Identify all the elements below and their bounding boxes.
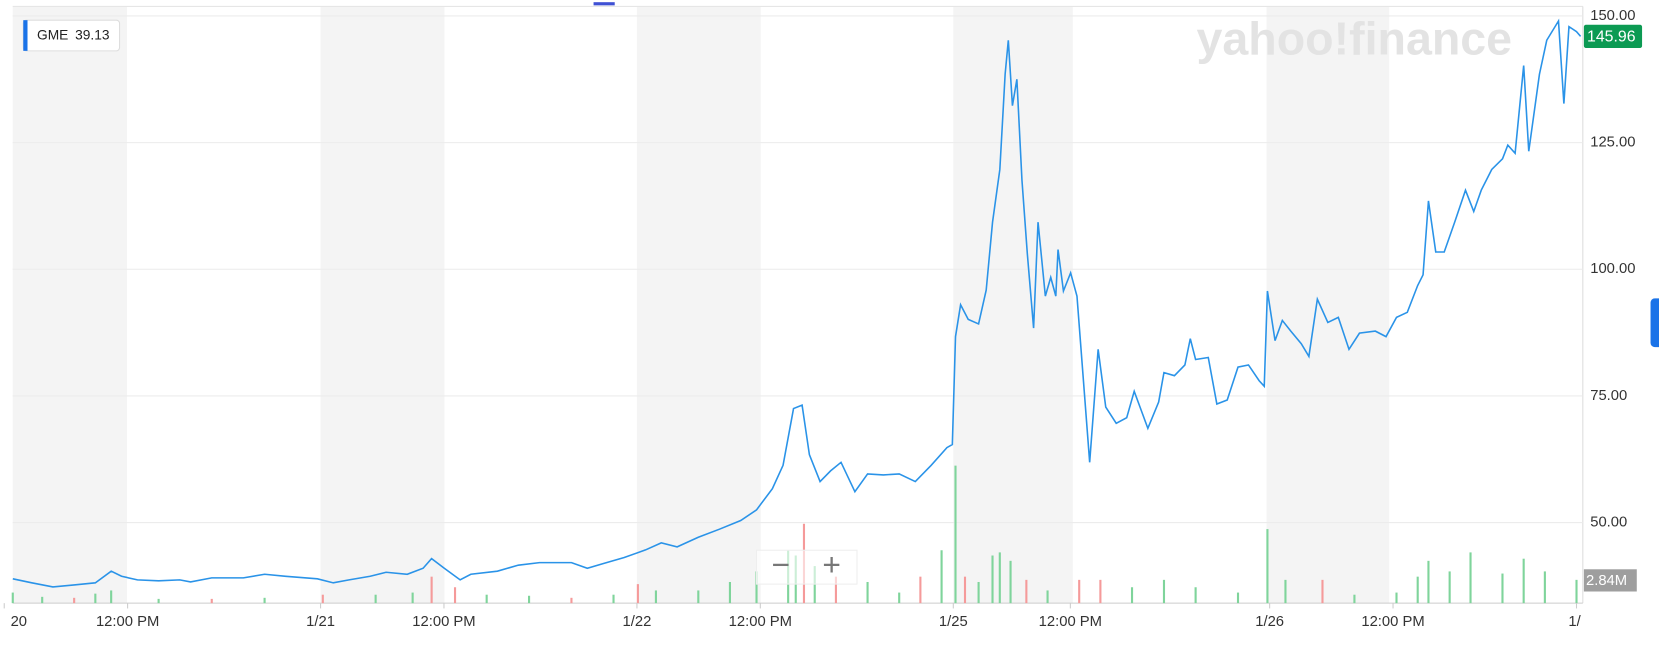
volume-bar — [991, 555, 994, 604]
volume-bar — [1162, 579, 1166, 604]
volume-bar — [485, 594, 488, 604]
volume-bar — [1427, 560, 1430, 604]
y-tick-label: 125.00 — [1590, 135, 1635, 151]
legend-swatch — [23, 20, 28, 51]
volume-bar — [1395, 592, 1398, 604]
watermark: yahoo!finance — [1197, 13, 1513, 65]
volume-bar — [430, 576, 433, 604]
volume-bar — [1009, 560, 1012, 604]
x-tick-label: 12:00 PM — [1039, 614, 1102, 630]
volume-bar — [1543, 571, 1546, 604]
x-tick-label: 20 — [11, 614, 27, 630]
volume-bar — [1236, 592, 1240, 604]
volume-bar — [321, 594, 324, 604]
volume-bar — [11, 592, 14, 604]
volume-bar — [636, 584, 639, 604]
volume-bar — [210, 598, 213, 604]
volume-bar — [41, 596, 44, 604]
volume-bar — [1501, 573, 1504, 604]
x-tick-label: 12:00 PM — [1361, 614, 1424, 630]
y-tick-label: 50.00 — [1590, 514, 1627, 530]
y-tick-label: 100.00 — [1590, 261, 1635, 277]
volume-bar — [1353, 594, 1356, 604]
volume-bar — [1469, 552, 1472, 604]
volume-bar — [73, 597, 76, 604]
volume-bar — [1078, 579, 1081, 604]
price-tag: 145.96 — [1587, 29, 1636, 46]
legend-symbol: GME — [37, 28, 68, 43]
zoom-controls: − + — [755, 547, 858, 585]
x-tick-label: 12:00 PM — [96, 614, 159, 630]
zoom-in[interactable]: + — [822, 547, 841, 583]
volume-tag: 2.84M — [1586, 573, 1627, 589]
volume-bar — [263, 597, 266, 604]
session-band — [1266, 6, 1390, 604]
volume-bar — [411, 592, 414, 604]
session-band — [12, 6, 127, 604]
volume-tag-box — [1583, 569, 1637, 592]
x-tick-label: 1/26 — [1255, 614, 1284, 630]
y-tick-label: 75.00 — [1590, 388, 1627, 404]
volume-bar — [697, 590, 700, 604]
volume-bar — [1522, 558, 1525, 604]
session-band — [320, 6, 445, 604]
legend-value: 39.13 — [75, 28, 110, 43]
zoom-bar — [755, 549, 858, 585]
volume-bar — [1448, 571, 1451, 604]
volume-bar — [1321, 579, 1324, 604]
volume-bar — [728, 581, 732, 604]
session-band — [636, 6, 761, 604]
zoom-out[interactable]: − — [772, 547, 791, 583]
volume-bar — [898, 592, 901, 604]
top-indicator — [593, 2, 615, 6]
price-line — [12, 18, 1582, 588]
volume-bar — [755, 571, 758, 604]
price-tag-box — [1583, 24, 1643, 49]
volume-bar — [866, 581, 869, 604]
volume-bar — [919, 576, 922, 604]
x-tick-label: 1/ — [1568, 614, 1581, 630]
volume-bar — [963, 576, 967, 604]
volume-bar — [570, 597, 573, 604]
axes: 50.00 75.00 100.00 125.00 150.00 20 12:00 PM 1/… — [3, 8, 1643, 630]
volume-bar — [1284, 579, 1287, 604]
x-tick-label: 1/25 — [939, 614, 968, 630]
volume-bar — [612, 594, 615, 604]
session-band — [953, 6, 1073, 604]
grid — [12, 15, 1583, 524]
volume-bar — [94, 593, 97, 604]
y-tick-label: 150.00 — [1590, 8, 1635, 24]
volume-bar — [1099, 579, 1102, 604]
volume-bar — [374, 594, 377, 604]
volume-bar — [528, 595, 531, 604]
volume-bar — [1266, 529, 1269, 604]
x-tick-label: 1/22 — [623, 614, 652, 630]
volume-bar — [654, 590, 657, 604]
volume-bar — [110, 590, 113, 604]
legend-tag: GME 39.13 — [22, 19, 121, 52]
volume-bar — [1416, 576, 1419, 604]
session-bands — [12, 6, 1390, 604]
volume-bar — [940, 550, 943, 604]
x-tick-label: 1/21 — [306, 614, 335, 630]
volume-bar — [1025, 579, 1028, 604]
volume-bar — [1046, 590, 1049, 604]
side-tab[interactable] — [1650, 298, 1659, 348]
volume-bar — [1194, 587, 1197, 604]
volume-bar — [977, 581, 980, 604]
volume-bar — [1130, 587, 1134, 604]
volume-bar — [453, 587, 457, 604]
x-tick-label: 12:00 PM — [412, 614, 475, 630]
volume-bar — [954, 465, 957, 604]
volume-bar — [998, 552, 1001, 604]
volume-bar — [1575, 579, 1578, 604]
volume-bar — [834, 576, 837, 604]
x-tick-label: 12:00 PM — [729, 614, 792, 630]
volume-bar — [157, 598, 160, 604]
